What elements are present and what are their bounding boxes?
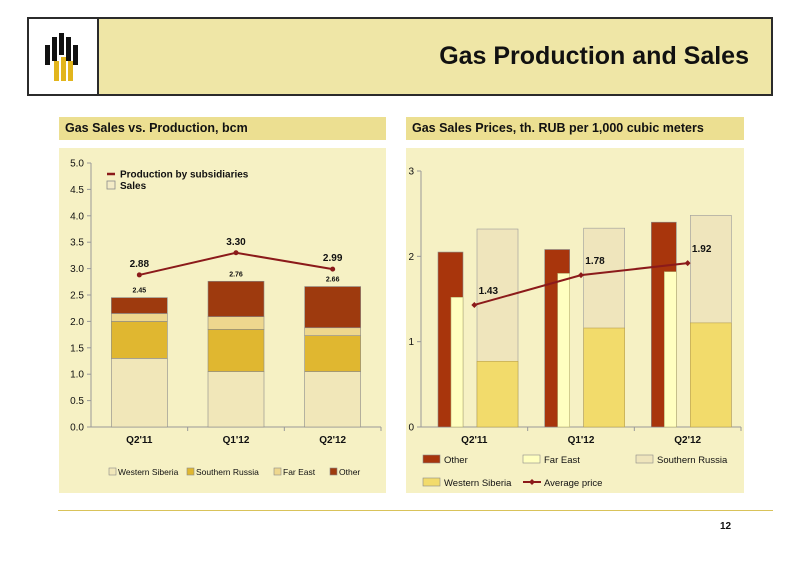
total-label: 2.45 (133, 288, 147, 295)
legend-label-other: Other (339, 467, 360, 477)
x-tick-label: Q2'11 (461, 435, 488, 446)
bar-far-east (111, 313, 168, 322)
average-price-label: 1.78 (585, 256, 605, 267)
y-tick-label: 3 (408, 167, 414, 178)
page-title: Gas Production and Sales (439, 42, 749, 70)
y-tick-label: 0.0 (70, 423, 84, 434)
y-tick-label: 3.5 (70, 238, 84, 249)
bar-other (111, 297, 168, 314)
legend-label-western-siberia: Western Siberia (444, 478, 512, 489)
bar-far-east (664, 271, 677, 428)
slide-header: Gas Production and Sales (27, 17, 773, 96)
x-tick-label: Q2'12 (319, 435, 346, 446)
legend-swatch-southern-russia (186, 467, 195, 476)
bar-other (207, 280, 265, 317)
bar-far-east (304, 327, 361, 336)
left-chart: 0.0 0.5 1.0 1.5 2.0 2.5 3.0 3.5 4.0 4.5 5.0 2.45 Q2'… (70, 159, 382, 477)
production-point (136, 272, 142, 278)
x-tick-label: Q1'12 (223, 435, 250, 446)
y-tick-label: 4.0 (70, 211, 84, 222)
y-tick-label: 5.0 (70, 159, 84, 170)
right-panel-title: Gas Sales Prices, th. RUB per 1,000 cubi… (406, 117, 744, 140)
legend-production-label: Production by subsidiaries (120, 170, 249, 181)
logo (29, 19, 99, 94)
y-tick-label: 2.0 (70, 317, 84, 328)
legend-swatch-western-siberia (108, 467, 117, 476)
legend-label-far-east: Far East (544, 455, 580, 466)
bar-far-east (450, 296, 464, 428)
legend-label-southern-russia: Southern Russia (196, 467, 259, 477)
production-label: 2.88 (130, 259, 150, 270)
company-logo-icon (45, 32, 78, 81)
y-tick-label: 1 (408, 337, 414, 348)
legend-label-western-siberia: Western Siberia (118, 467, 179, 477)
right-chart: 0 1 2 3 Q2'11 Q1'12 Q2'12 1.43 1.78 1.92 Other Far … (408, 167, 742, 489)
legend-sales-swatch (106, 180, 116, 190)
x-tick-label: Q2'12 (674, 435, 701, 446)
y-tick-label: 2.5 (70, 291, 84, 302)
bar-western-siberia (476, 360, 519, 428)
y-tick-label: 1.5 (70, 343, 84, 354)
bar-western-siberia (111, 358, 168, 428)
bar-southern-russia (111, 321, 168, 359)
legend-label-far-east: Far East (283, 467, 316, 477)
bar-far-east (207, 316, 265, 330)
legend-label-other: Other (444, 455, 468, 466)
y-tick-label: 0.5 (70, 396, 84, 407)
y-tick-label: 1.0 (70, 370, 84, 381)
production-point (330, 266, 336, 272)
y-tick-label: 2 (408, 252, 414, 263)
legend-line-marker (529, 479, 535, 485)
y-tick-label: 3.0 (70, 264, 84, 275)
total-label: 2.66 (326, 277, 340, 284)
total-label: 2.76 (229, 271, 243, 278)
legend-swatch-far-east (273, 467, 282, 476)
legend-sales-label: Sales (120, 181, 147, 192)
bar-southern-russia (207, 329, 265, 372)
bar-other (304, 286, 361, 329)
x-tick-label: Q2'11 (126, 435, 153, 446)
bar-western-siberia (583, 327, 625, 428)
x-tick-label: Q1'12 (568, 435, 595, 446)
production-label: 2.99 (323, 253, 343, 264)
legend-swatch-other (329, 467, 338, 476)
average-price-label: 1.92 (692, 244, 712, 255)
y-tick-label: 0 (408, 423, 414, 434)
bar-southern-russia (304, 335, 361, 372)
average-price-point (578, 272, 584, 279)
production-point (233, 250, 239, 256)
legend-swatch-western-siberia (422, 477, 441, 487)
legend-label-southern-russia: Southern Russia (657, 455, 728, 466)
legend-swatch-southern-russia (635, 454, 654, 464)
bar-western-siberia (304, 371, 361, 428)
average-price-point (471, 301, 478, 308)
right-chart-panel: 0 1 2 3 Q2'11 Q1'12 Q2'12 1.43 1.78 1.92 Other Far … (406, 148, 744, 493)
title-box: Gas Production and Sales (99, 19, 771, 94)
left-chart-panel: 0.0 0.5 1.0 1.5 2.0 2.5 3.0 3.5 4.0 4.5 5.0 2.45 Q2'… (59, 148, 386, 493)
legend-swatch-other (422, 454, 441, 464)
legend-swatch-far-east (522, 454, 541, 464)
production-label: 3.30 (226, 237, 246, 248)
left-panel-title: Gas Sales vs. Production, bcm (59, 117, 386, 140)
legend-label-average-price: Average price (544, 478, 602, 489)
bar-western-siberia (690, 322, 732, 428)
average-price-point (684, 260, 691, 267)
y-tick-label: 4.5 (70, 185, 84, 196)
bar-far-east (557, 273, 570, 428)
average-price-label: 1.43 (479, 286, 499, 297)
page-number: 12 (720, 521, 732, 532)
bar-western-siberia (207, 371, 265, 428)
footer-divider (58, 510, 773, 511)
